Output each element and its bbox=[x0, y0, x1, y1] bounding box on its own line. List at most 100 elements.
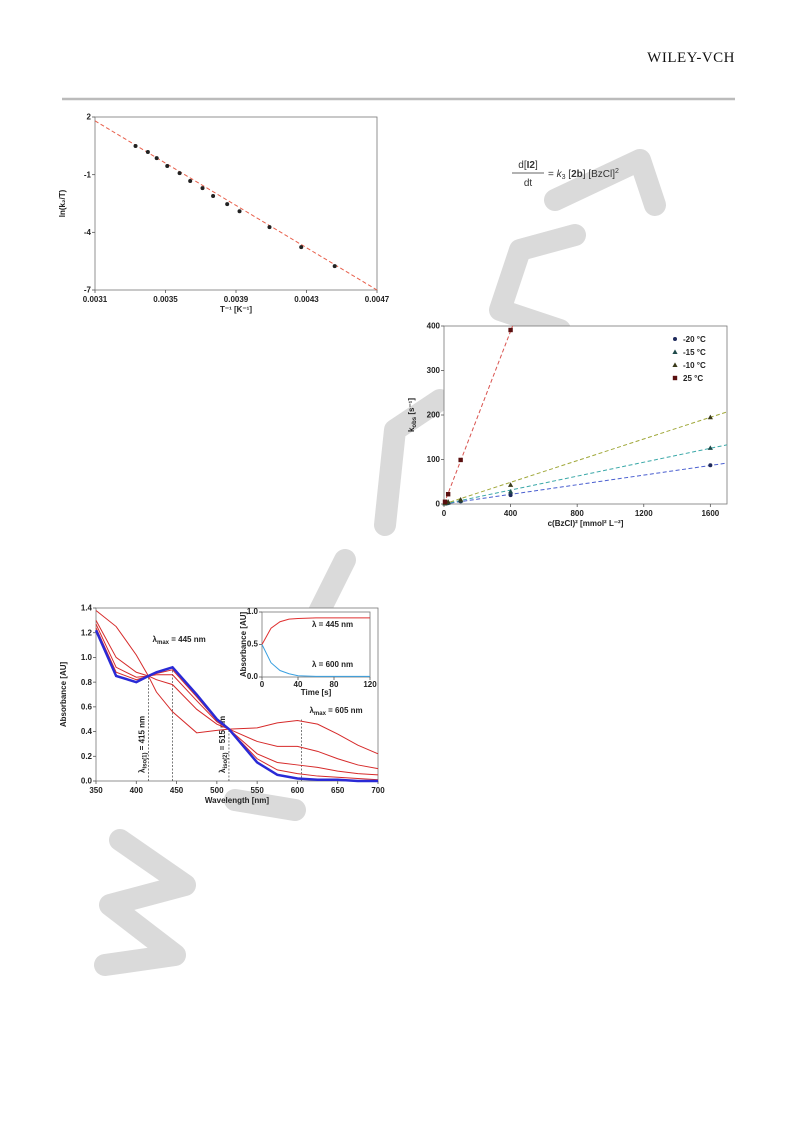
series-line bbox=[261, 617, 370, 645]
series-line bbox=[261, 644, 370, 677]
series-line bbox=[94, 629, 378, 783]
point bbox=[708, 463, 713, 468]
x-tick-label: 800 bbox=[570, 509, 584, 518]
x-tick-label: 1600 bbox=[701, 509, 719, 518]
eq-part: ] [BzCl] bbox=[583, 169, 615, 180]
x-tick-label: 700 bbox=[371, 786, 385, 795]
point bbox=[165, 164, 170, 169]
x-tick-label: 0 bbox=[442, 509, 447, 518]
y-tick-label: 0 bbox=[436, 500, 441, 509]
equation: d[I2] dt = k3 [2b] [BzCl]2 bbox=[512, 160, 619, 189]
y-tick-label: 0.0 bbox=[247, 672, 259, 681]
x-tick-label: 0.0043 bbox=[294, 295, 319, 304]
point bbox=[133, 144, 138, 149]
eq-part: 2b bbox=[571, 169, 583, 180]
eq-part: [ bbox=[566, 169, 572, 180]
legend-label: 25 °C bbox=[683, 374, 703, 383]
point bbox=[332, 264, 337, 269]
annotation: λ = 600 nm bbox=[312, 660, 353, 669]
label-part: iso(2) bbox=[223, 753, 229, 769]
watermark-y bbox=[374, 389, 451, 536]
watermark-w bbox=[94, 829, 196, 976]
point bbox=[200, 186, 205, 191]
x-tick-label: 0 bbox=[260, 680, 265, 689]
watermark-h bbox=[544, 149, 666, 216]
label-part: [s⁻¹] bbox=[407, 398, 416, 417]
x-tick-label: 600 bbox=[291, 786, 305, 795]
label-part: λ bbox=[153, 635, 158, 644]
point bbox=[458, 457, 463, 463]
point bbox=[211, 194, 216, 199]
label-part: k bbox=[407, 427, 416, 432]
point bbox=[154, 156, 159, 161]
x-tick-label: 350 bbox=[89, 786, 103, 795]
y-axis-label: Absorbance [AU] bbox=[59, 661, 68, 727]
point bbox=[508, 493, 513, 498]
label-part: = 445 nm bbox=[169, 635, 206, 644]
fit-line bbox=[443, 411, 728, 505]
x-tick-label: 400 bbox=[504, 509, 518, 518]
legend-label: -20 °C bbox=[683, 335, 706, 344]
point bbox=[188, 179, 193, 184]
annotation: λmax = 445 nm bbox=[153, 635, 206, 646]
x-tick-label: 1200 bbox=[635, 509, 653, 518]
label-part: max bbox=[314, 711, 327, 717]
label-part: = 605 nm bbox=[326, 706, 363, 715]
fit-line bbox=[443, 444, 728, 505]
annotation: λ = 445 nm bbox=[312, 620, 353, 629]
annotation: λiso(1) = 415 nm bbox=[137, 716, 148, 773]
y-tick-label: 0.5 bbox=[247, 640, 259, 649]
eq-part: I2 bbox=[527, 160, 536, 171]
legend-label: -15 °C bbox=[683, 348, 706, 357]
label-part: λ bbox=[218, 768, 227, 773]
point bbox=[507, 482, 514, 487]
y-tick-label: 400 bbox=[427, 322, 441, 331]
eq-denominator: dt bbox=[524, 178, 533, 189]
x-axis-label: Time [s] bbox=[301, 688, 332, 697]
y-axis-label: Absorbance [AU] bbox=[239, 611, 248, 677]
label-part: iso(1) bbox=[142, 753, 148, 769]
y-tick-label: -7 bbox=[84, 286, 92, 295]
y-tick-label: 1.0 bbox=[81, 653, 93, 662]
x-tick-label: 400 bbox=[130, 786, 144, 795]
eq-part: = bbox=[548, 169, 557, 180]
annotation: λmax = 605 nm bbox=[309, 706, 362, 717]
watermark-i bbox=[224, 789, 306, 821]
eq-numerator: d[I2] bbox=[518, 160, 538, 171]
y-tick-label: 2 bbox=[87, 113, 92, 122]
fit-line bbox=[94, 120, 378, 291]
x-tick-label: 0.0047 bbox=[365, 295, 390, 304]
fit-line bbox=[443, 325, 514, 505]
fit-line bbox=[443, 462, 728, 505]
y-tick-label: 0.4 bbox=[81, 727, 93, 736]
point bbox=[508, 327, 513, 333]
plot-frame bbox=[94, 116, 378, 291]
y-tick-label: 1.2 bbox=[81, 628, 93, 637]
y-axis-label: ln(k₂/T) bbox=[58, 189, 67, 217]
y-tick-label: 100 bbox=[427, 455, 441, 464]
label-part: λ bbox=[309, 706, 314, 715]
point bbox=[145, 149, 150, 154]
x-tick-label: 500 bbox=[210, 786, 224, 795]
label-part: max bbox=[157, 640, 170, 646]
x-tick-label: 120 bbox=[363, 680, 377, 689]
x-axis-label: Wavelength [nm] bbox=[205, 796, 269, 805]
y-tick-label: 0.2 bbox=[81, 752, 93, 761]
eq-part: k bbox=[557, 169, 563, 180]
point bbox=[507, 488, 514, 494]
x-axis-label: T⁻¹ [K⁻¹] bbox=[220, 305, 252, 314]
series-line bbox=[95, 610, 379, 755]
y-tick-label: 1.0 bbox=[247, 607, 259, 616]
legend-marker bbox=[673, 337, 677, 341]
eq-part: ] bbox=[535, 160, 538, 171]
y-tick-label: 1.4 bbox=[81, 604, 93, 613]
label-part: = 415 nm bbox=[137, 716, 146, 753]
legend-marker bbox=[672, 362, 678, 367]
y-tick-label: -4 bbox=[84, 228, 92, 237]
point bbox=[299, 245, 304, 250]
label-part: obs bbox=[412, 416, 418, 427]
legend-marker bbox=[672, 349, 678, 354]
point bbox=[442, 499, 448, 504]
eq-part: 2 bbox=[615, 168, 619, 175]
